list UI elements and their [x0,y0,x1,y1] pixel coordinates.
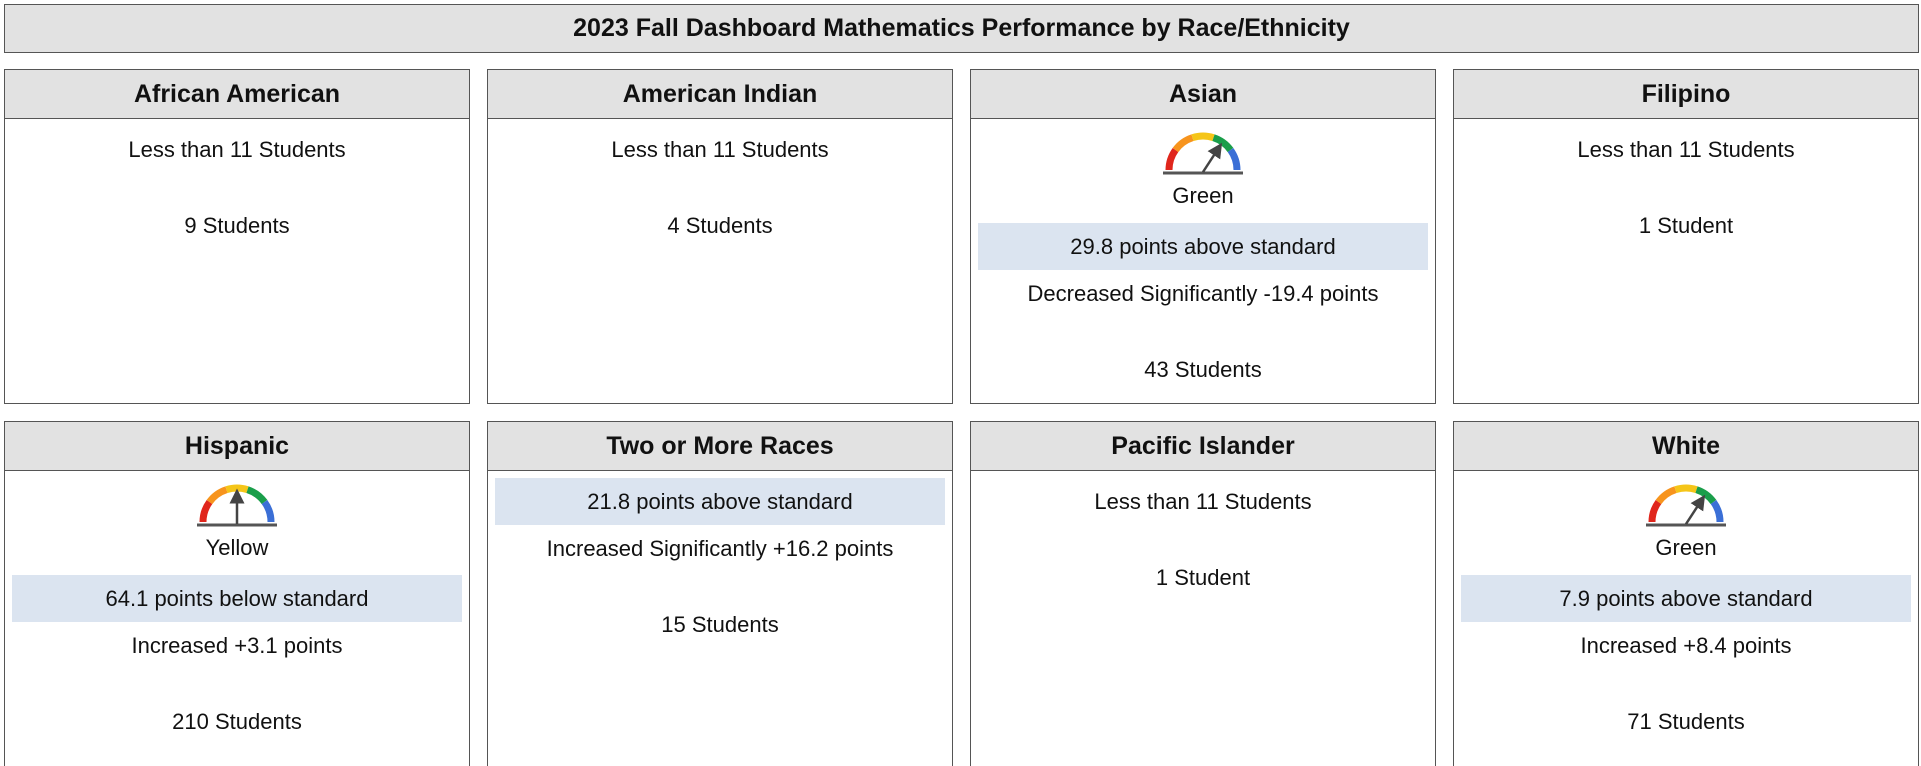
distance: 29.8 points above standard [978,223,1428,270]
title-bar: 2023 Fall Dashboard Mathematics Performa… [4,4,1919,53]
gauge-icon [1160,130,1246,176]
card-body: Green 7.9 points above standard Increase… [1454,471,1918,745]
card-body: Less than 11 Students 9 Students [5,119,469,249]
card-body: Less than 11 Students 4 Students [488,119,952,249]
card-header: African American [5,70,469,119]
card: Two or More Races 21.8 points above stan… [487,421,953,766]
students: 4 Students [667,212,773,238]
distance: 21.8 points above standard [495,478,945,525]
card-body: 21.8 points above standard Increased Sig… [488,471,952,648]
note: Less than 11 Students [1094,488,1312,514]
card-header: Two or More Races [488,422,952,471]
card-header: American Indian [488,70,952,119]
card-body: Less than 11 Students 1 Student [1454,119,1918,249]
distance: 7.9 points above standard [1461,575,1911,622]
note: Less than 11 Students [611,136,829,162]
gauge [1461,478,1911,528]
students: 1 Student [1638,212,1734,238]
note: Less than 11 Students [1577,136,1795,162]
gauge [978,126,1428,176]
card-header: Hispanic [5,422,469,471]
card: Hispanic Yellow 64.1 points below standa… [4,421,470,766]
gauge [12,478,462,528]
students: 71 Students [1627,708,1745,734]
card-body: Yellow 64.1 points below standard Increa… [5,471,469,745]
card-grid: African American Less than 11 Students 9… [4,69,1919,766]
change: Decreased Significantly -19.4 points [1027,280,1379,306]
status: Green [1172,183,1234,208]
card: Pacific Islander Less than 11 Students 1… [970,421,1436,766]
card-header: Pacific Islander [971,422,1435,471]
students: 15 Students [661,611,779,637]
change: Increased +3.1 points [131,632,343,658]
card-header: White [1454,422,1918,471]
students: 1 Student [1155,564,1251,590]
gauge-icon [194,482,280,528]
card: Filipino Less than 11 Students 1 Student [1453,69,1919,404]
students: 210 Students [172,708,302,734]
students: 9 Students [184,212,290,238]
status: Green [1655,535,1717,560]
card: African American Less than 11 Students 9… [4,69,470,404]
card: White Green 7.9 points above standard In… [1453,421,1919,766]
students: 43 Students [1144,356,1262,382]
card-header: Filipino [1454,70,1918,119]
card-body: Green 29.8 points above standard Decreas… [971,119,1435,393]
card-header: Asian [971,70,1435,119]
gauge-icon [1643,482,1729,528]
card-body: Less than 11 Students 1 Student [971,471,1435,601]
change: Increased +8.4 points [1580,632,1792,658]
distance: 64.1 points below standard [12,575,462,622]
card: Asian Green 29.8 points above standard D… [970,69,1436,404]
note: Less than 11 Students [128,136,346,162]
status: Yellow [205,535,269,560]
change: Increased Significantly +16.2 points [546,535,894,561]
card: American Indian Less than 11 Students 4 … [487,69,953,404]
